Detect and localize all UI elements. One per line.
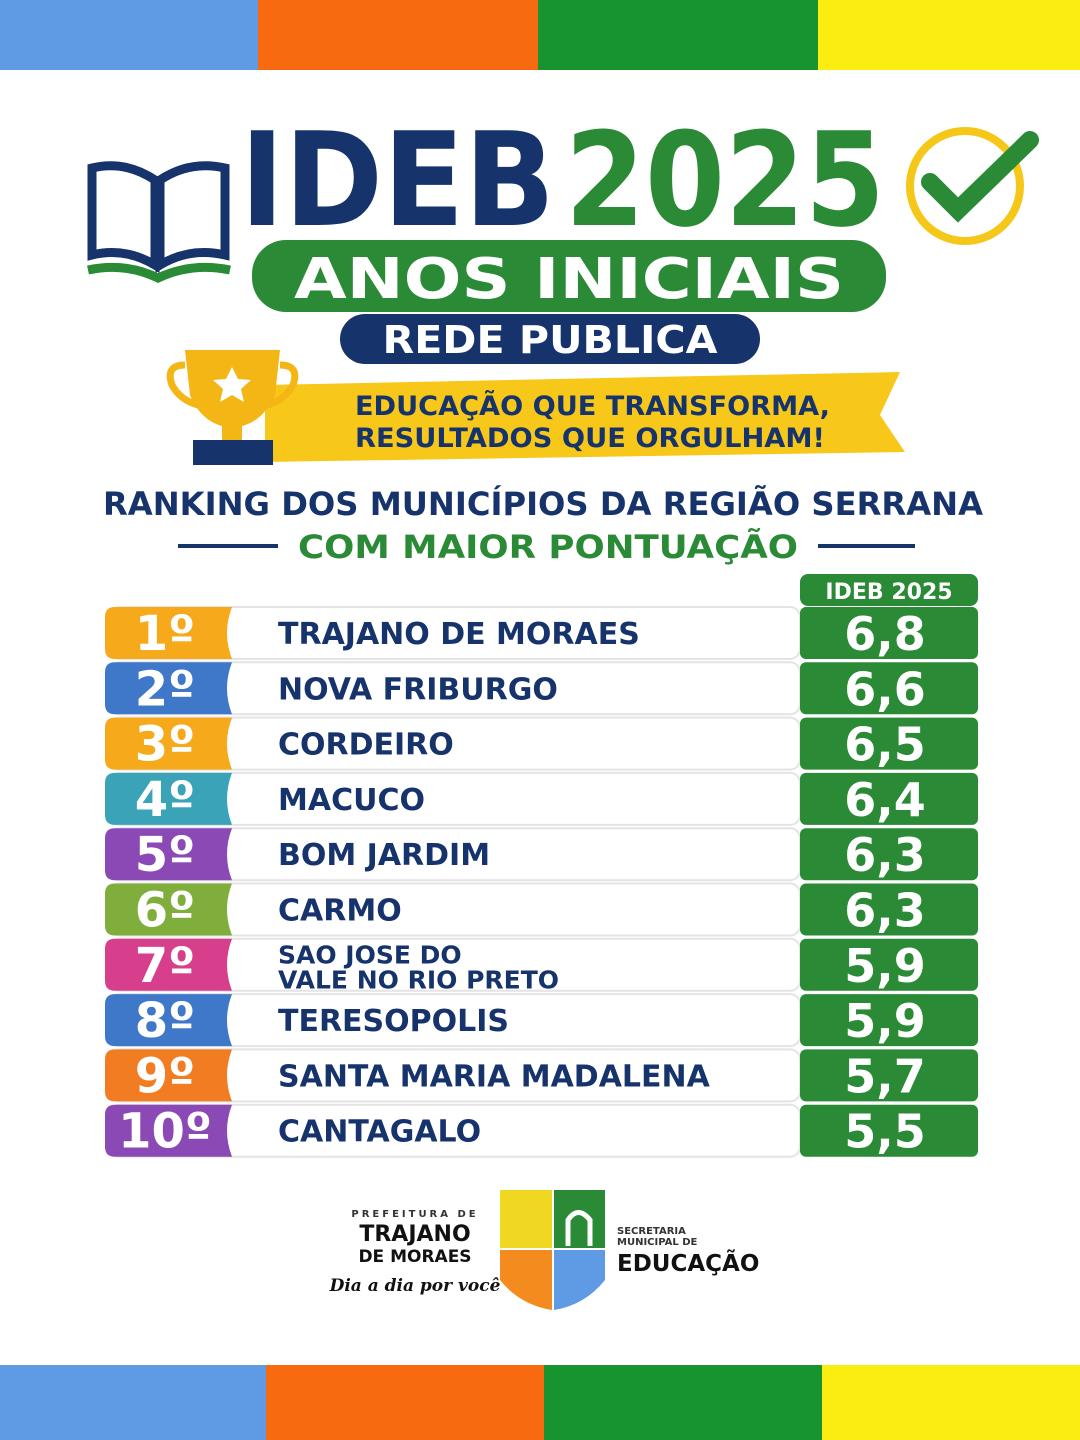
subtitle: ANOS INICIAIS	[294, 247, 844, 312]
municipality-name: CORDEIRO	[278, 728, 454, 763]
rank: 8º	[135, 993, 195, 1049]
municipality-name: CARMO	[278, 894, 402, 929]
slogan-line: EDUCAÇÃO QUE TRANSFORMA,	[355, 390, 830, 422]
rank: 1º	[135, 606, 195, 662]
score-box	[800, 662, 978, 715]
rank-box	[105, 938, 232, 991]
score: 6,5	[844, 718, 926, 772]
top-stripes	[0, 0, 1080, 70]
municipality-name: SAO JOSE DO	[278, 940, 462, 969]
score-box	[800, 1049, 978, 1102]
municipality-name: NOVA FRIBURGO	[278, 672, 558, 707]
column-header: IDEB 2025	[825, 580, 952, 605]
footer-city: TRAJANO	[359, 1222, 470, 1247]
subtitle-pill	[252, 240, 886, 312]
book-icon	[87, 161, 231, 283]
rank: 4º	[135, 772, 195, 828]
rank: 6º	[135, 883, 195, 939]
score-box	[800, 607, 978, 659]
rank-box	[105, 772, 232, 825]
footer: PREFEITURA DE TRAJANO DE MORAES Dia a di…	[329, 1190, 759, 1310]
trophy-icon	[166, 350, 299, 465]
score-box	[800, 994, 978, 1047]
column-header-pill	[800, 574, 978, 606]
municipality-name: CANTAGALO	[278, 1115, 481, 1150]
rank: 9º	[135, 1048, 195, 1104]
footer-secretaria: MUNICIPAL DE	[617, 1237, 698, 1248]
bottom-stripes	[0, 1365, 1080, 1440]
municipality-name: SANTA MARIA MADALENA	[278, 1059, 711, 1094]
year: 2025	[565, 104, 885, 256]
score-box	[800, 772, 978, 825]
footer-secretaria: SECRETARIA	[617, 1226, 686, 1237]
score: 6,8	[844, 607, 926, 661]
footer-prefeitura: PREFEITURA DE	[351, 1209, 478, 1220]
ranking-title: RANKING DOS MUNICÍPIOS DA REGIÃO SERRANA	[103, 485, 983, 523]
score: 6,3	[844, 828, 926, 882]
score-box	[800, 883, 978, 936]
footer-department: EDUCAÇÃO	[617, 1249, 759, 1277]
rank: 7º	[135, 938, 195, 994]
rank-box	[105, 662, 232, 715]
rank-box	[105, 828, 232, 881]
slogan-banner	[265, 372, 905, 462]
rank: 2º	[135, 661, 195, 717]
rank-box	[105, 607, 232, 659]
municipality-name: BOM JARDIM	[278, 838, 490, 873]
rank-box	[105, 1049, 232, 1102]
score: 6,3	[844, 884, 926, 938]
ranking-table: 1º TRAJANO DE MORAES 6,8 2º NOVA FRIBURGO 6,6…	[105, 606, 978, 1160]
score-box	[800, 828, 978, 881]
rank-box	[105, 883, 232, 936]
score: 5,9	[844, 939, 926, 993]
ranking-subtitle: COM MAIOR PONTUAÇÃO	[298, 528, 798, 566]
rank-box	[105, 717, 232, 770]
slogan-line: RESULTADOS QUE ORGULHAM!	[355, 423, 825, 454]
check-icon	[906, 127, 1039, 245]
score: 5,7	[844, 1049, 926, 1103]
rank: 3º	[135, 717, 195, 773]
rank-box	[105, 1104, 232, 1157]
municipality-name: MACUCO	[278, 783, 425, 818]
score: 5,9	[844, 994, 926, 1048]
badge-pill	[340, 314, 760, 364]
score: 5,5	[844, 1105, 926, 1159]
footer-city: DE MORAES	[358, 1247, 471, 1267]
footer-motto: Dia a dia por você	[329, 1276, 501, 1296]
score: 6,4	[844, 773, 926, 827]
title: IDEB	[240, 104, 555, 256]
municipality-name: TERESOPOLIS	[278, 1004, 509, 1039]
coat-of-arms	[500, 1190, 605, 1310]
score-box	[800, 938, 978, 991]
rank: 5º	[135, 827, 195, 883]
rank-box	[105, 994, 232, 1047]
score: 6,6	[844, 662, 926, 716]
rank: 10º	[118, 1104, 212, 1160]
municipality-name: VALE NO RIO PRETO	[278, 965, 559, 994]
municipality-name: TRAJANO DE MORAES	[278, 617, 640, 652]
score-box	[800, 717, 978, 770]
score-box	[800, 1104, 978, 1157]
badge: REDE PUBLICA	[383, 318, 719, 362]
